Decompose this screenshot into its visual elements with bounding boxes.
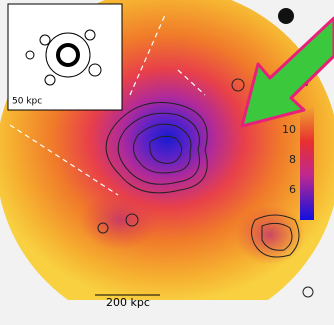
colorbar-tick-label: 6 [289,183,296,196]
colorbar-tick-label: 10 [282,123,296,136]
colorbar [300,108,314,220]
marker [278,8,294,24]
temperature-map: 50 kpc eV 1086 200 kpc [0,0,334,325]
colorbar-tick-label: 8 [289,153,296,166]
scale-bar-label: 200 kpc [106,296,150,309]
inset [8,4,122,110]
inset-scale-label: 50 kpc [12,97,42,107]
